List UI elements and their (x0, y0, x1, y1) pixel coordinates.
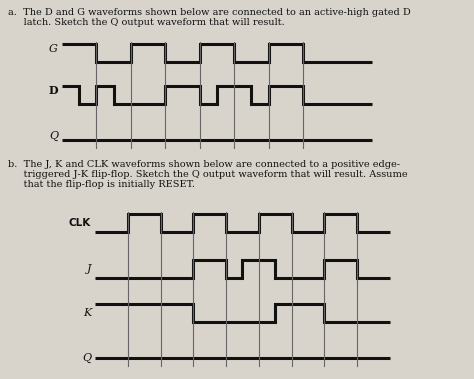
Text: b.  The J, K and CLK waveforms shown below are connected to a positive edge-: b. The J, K and CLK waveforms shown belo… (8, 160, 400, 169)
Text: D: D (48, 86, 58, 97)
Text: K: K (83, 308, 91, 318)
Text: CLK: CLK (69, 218, 91, 228)
Text: Q: Q (82, 353, 91, 363)
Text: Q: Q (49, 131, 58, 141)
Text: latch. Sketch the Q output waveform that will result.: latch. Sketch the Q output waveform that… (8, 18, 285, 27)
Text: J: J (86, 264, 91, 274)
Text: G: G (49, 44, 58, 54)
Text: a.  The D and G waveforms shown below are connected to an active-high gated D: a. The D and G waveforms shown below are… (8, 8, 411, 17)
Text: that the flip-flop is initially RESET.: that the flip-flop is initially RESET. (8, 180, 195, 189)
Text: triggered J-K flip-flop. Sketch the Q output waveform that will result. Assume: triggered J-K flip-flop. Sketch the Q ou… (8, 170, 408, 179)
